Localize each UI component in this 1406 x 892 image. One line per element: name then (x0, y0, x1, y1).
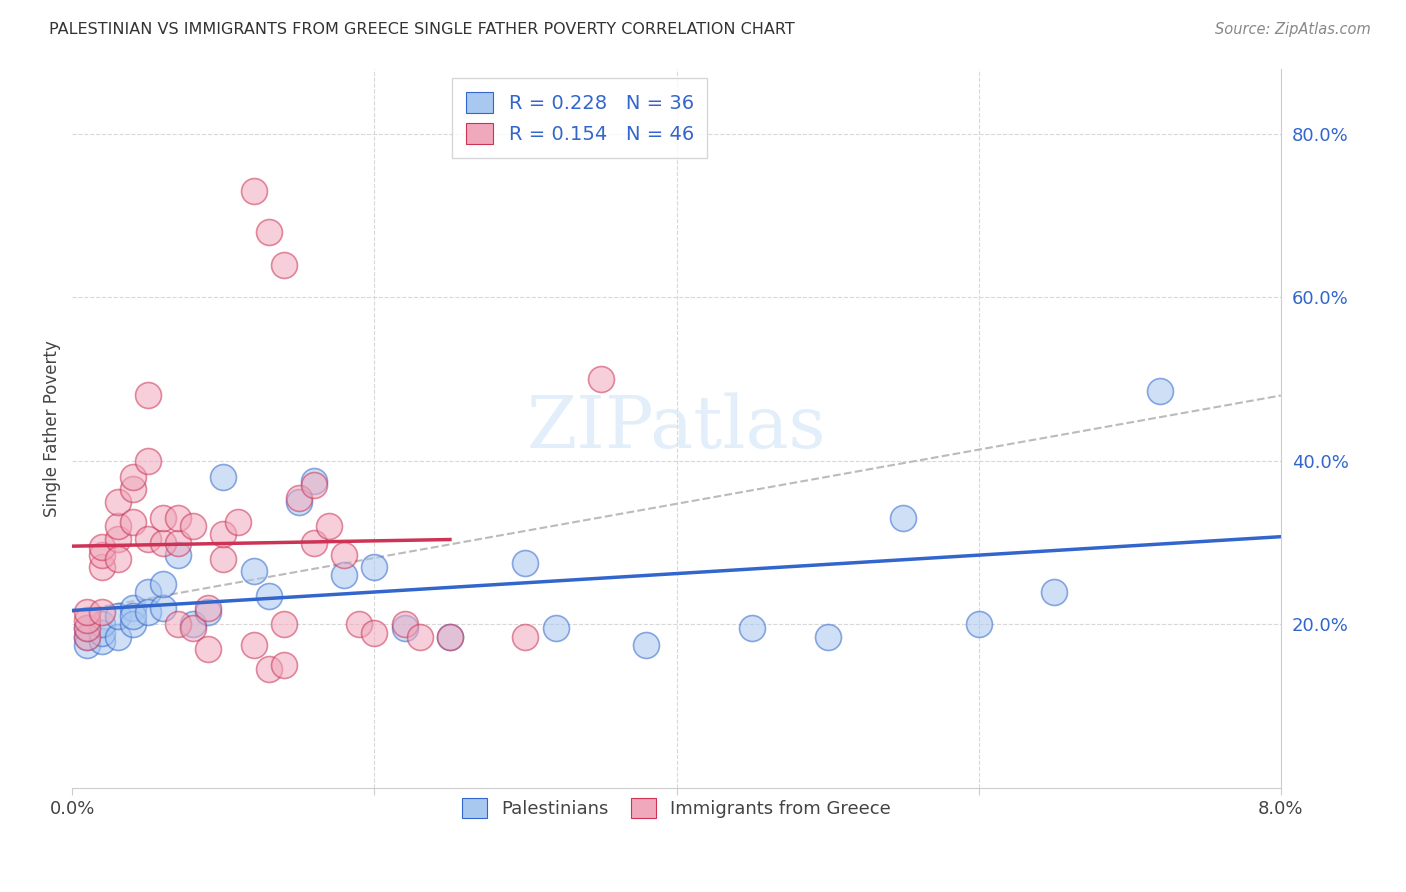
Point (817, 630, 839, 644)
Point (76, 605, 98, 619)
Point (636, 638, 658, 652)
Point (107, 495, 129, 509)
Point (515, 556, 537, 570)
Point (363, 625, 385, 640)
Point (152, 576, 174, 591)
Point (121, 601, 143, 615)
Point (136, 605, 159, 619)
Point (136, 584, 159, 599)
Point (107, 519, 129, 533)
Point (891, 511, 914, 525)
Point (439, 630, 461, 644)
Point (152, 511, 174, 525)
Point (167, 535, 190, 549)
Point (91, 625, 114, 640)
Point (394, 617, 416, 632)
Point (76, 622, 98, 636)
Point (333, 568, 356, 582)
Point (107, 532, 129, 546)
Point (363, 560, 385, 574)
Point (273, 617, 295, 632)
Point (967, 617, 990, 632)
Point (136, 388, 159, 402)
Point (242, 638, 264, 652)
Point (76, 630, 98, 644)
Point (302, 535, 325, 549)
Point (515, 630, 537, 644)
Point (107, 609, 129, 624)
Point (152, 535, 174, 549)
Point (107, 630, 129, 644)
Text: ZIPatlas: ZIPatlas (527, 392, 827, 464)
Point (91, 617, 114, 632)
Point (121, 617, 143, 632)
Point (76, 613, 98, 627)
Text: Source: ZipAtlas.com: Source: ZipAtlas.com (1215, 22, 1371, 37)
Point (257, 225, 280, 239)
Point (91, 633, 114, 648)
Point (167, 548, 190, 562)
Point (212, 552, 235, 566)
Point (318, 519, 340, 533)
Point (91, 548, 114, 562)
Y-axis label: Single Father Poverty: Single Father Poverty (44, 340, 60, 516)
Point (242, 564, 264, 578)
Point (76, 630, 98, 644)
Point (197, 641, 219, 656)
Point (181, 617, 204, 632)
Point (333, 548, 356, 562)
Point (409, 630, 432, 644)
Point (439, 630, 461, 644)
Point (741, 622, 763, 636)
Point (91, 605, 114, 619)
Point (212, 470, 235, 484)
Point (288, 495, 311, 509)
Point (107, 552, 129, 566)
Point (197, 605, 219, 619)
Point (257, 589, 280, 603)
Point (167, 511, 190, 525)
Point (212, 527, 235, 541)
Point (136, 454, 159, 468)
Point (349, 617, 371, 632)
Point (121, 470, 143, 484)
Point (1043, 584, 1066, 599)
Point (152, 601, 174, 615)
Point (121, 515, 143, 529)
Point (273, 658, 295, 673)
Point (288, 491, 311, 505)
Point (76, 622, 98, 636)
Point (257, 662, 280, 676)
Point (121, 483, 143, 497)
Point (544, 622, 567, 636)
Point (228, 515, 250, 529)
Legend: Palestinians, Immigrants from Greece: Palestinians, Immigrants from Greece (454, 791, 898, 826)
Point (76, 638, 98, 652)
Point (181, 622, 204, 636)
Point (1149, 384, 1171, 399)
Point (197, 601, 219, 615)
Point (136, 532, 159, 546)
Point (91, 560, 114, 574)
Point (302, 478, 325, 492)
Point (589, 372, 612, 386)
Point (181, 519, 204, 533)
Text: PALESTINIAN VS IMMIGRANTS FROM GREECE SINGLE FATHER POVERTY CORRELATION CHART: PALESTINIAN VS IMMIGRANTS FROM GREECE SI… (49, 22, 794, 37)
Point (167, 617, 190, 632)
Point (302, 475, 325, 489)
Point (394, 622, 416, 636)
Point (242, 184, 264, 198)
Point (121, 609, 143, 624)
Point (91, 540, 114, 554)
Point (273, 258, 295, 272)
